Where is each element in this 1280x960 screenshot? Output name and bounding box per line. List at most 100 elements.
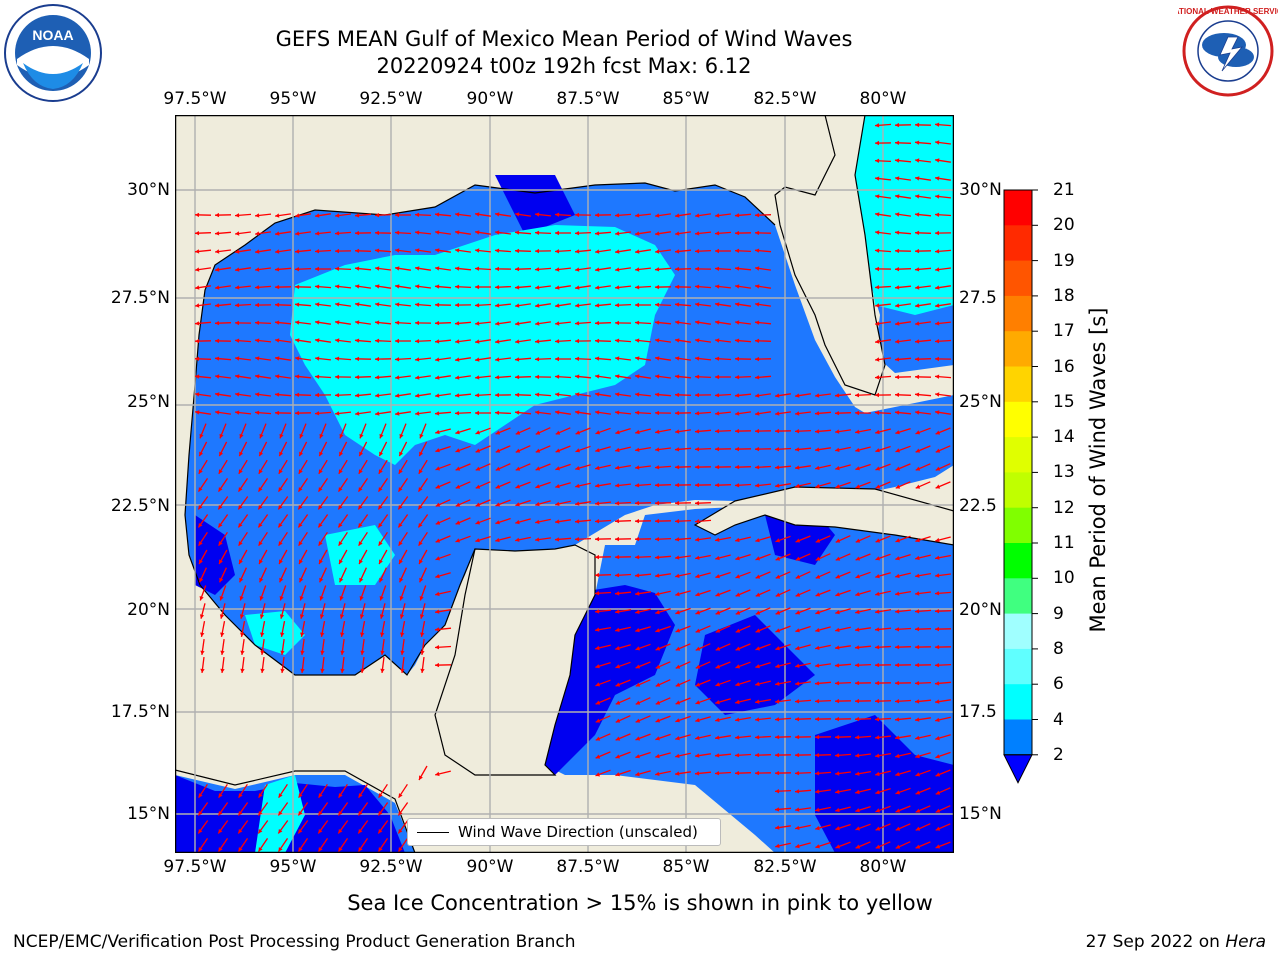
wind-wave-arrowhead (875, 627, 880, 632)
legend-line-icon (417, 832, 449, 833)
wind-wave-arrowhead (875, 698, 880, 704)
wind-wave-arrowhead (475, 357, 480, 362)
wind-wave-arrowhead (315, 249, 320, 254)
colorbar-segment (1004, 437, 1032, 473)
wind-wave-arrowhead (795, 645, 800, 651)
wind-wave-arrowhead (258, 793, 263, 798)
wind-wave-arrowhead (775, 717, 780, 722)
lon-label-top: 97.5°W (163, 89, 227, 109)
wind-wave-arrowhead (675, 753, 680, 758)
wind-wave-arrowhead (715, 266, 720, 271)
wind-wave-arrowhead (235, 231, 240, 236)
wind-wave-arrowhead (198, 829, 203, 834)
wind-wave-arrowhead (715, 356, 720, 361)
wind-wave-arrowhead (295, 374, 300, 379)
wind-wave-arrowhead (595, 718, 601, 723)
wind-wave-arrowhead (875, 123, 880, 128)
wind-wave-arrowhead (935, 555, 940, 560)
wind-wave-arrowhead (935, 808, 941, 813)
wind-wave-arrowhead (535, 501, 540, 507)
wind-wave-arrowhead (675, 664, 681, 669)
wind-wave-arrowhead (215, 212, 220, 218)
wind-wave-arrowhead (735, 411, 740, 416)
wind-wave-arrowhead (915, 357, 920, 362)
wind-wave-arrowhead (355, 320, 360, 325)
wind-wave-arrowhead (615, 573, 620, 578)
wind-wave-arrowhead (280, 632, 285, 637)
wind-wave-arrowhead (260, 668, 265, 673)
wind-wave-arrowhead (635, 646, 640, 651)
wind-wave-arrowhead (595, 609, 600, 614)
wind-wave-arrowhead (419, 614, 425, 619)
wind-wave-arrowhead (615, 338, 620, 343)
wind-wave-arrowhead (615, 285, 620, 290)
wind-wave-arrowhead (615, 754, 620, 759)
wind-wave-arrowhead (455, 393, 460, 398)
wind-wave-arrowhead (355, 302, 360, 307)
wind-wave-arrowhead (875, 645, 880, 650)
wind-wave-arrowhead (835, 447, 840, 452)
wind-wave-arrowhead (635, 302, 639, 308)
wind-wave-arrowhead (555, 356, 559, 362)
map-area[interactable] (175, 115, 954, 853)
wind-wave-arrowhead (915, 158, 920, 163)
wind-wave-arrowhead (340, 632, 345, 637)
wind-wave-arrowhead (815, 789, 820, 794)
wind-wave-arrowhead (319, 451, 324, 457)
wind-wave-arrowhead (255, 338, 260, 343)
wind-wave-arrowhead (935, 122, 940, 127)
wind-wave-arrowhead (935, 339, 940, 344)
wind-wave-arrowhead (455, 321, 460, 326)
wind-wave-arrowhead (755, 681, 760, 687)
wind-wave-arrowhead (915, 735, 920, 740)
wind-wave-arrowhead (355, 248, 360, 253)
wind-wave-arrowhead (615, 303, 620, 308)
wind-wave-arrowhead (435, 662, 440, 668)
wind-wave-arrowhead (275, 231, 280, 236)
wind-wave-arrowhead (415, 212, 420, 217)
wind-wave-arrowhead (555, 484, 560, 489)
wind-wave-arrowhead (555, 410, 560, 415)
wind-wave-arrowhead (795, 574, 801, 579)
wind-wave-arrowhead (475, 520, 480, 525)
wind-wave-arrowhead (375, 375, 380, 380)
wind-wave-arrowhead (455, 375, 460, 380)
wind-wave-arrowhead (675, 646, 681, 651)
wind-wave-arrowhead (775, 699, 780, 704)
wind-wave-arrowhead (359, 596, 364, 601)
wind-wave-arrowhead (320, 668, 325, 673)
wind-wave-arrowhead (240, 650, 245, 655)
wind-wave-arrowhead (435, 375, 440, 380)
wind-wave-arrowhead (239, 577, 244, 583)
wind-wave-arrowhead (815, 771, 820, 776)
wind-wave-arrowhead (815, 447, 820, 452)
wind-wave-arrowhead (295, 356, 300, 361)
wind-wave-arrowhead (655, 465, 660, 470)
wind-wave-arrowhead (615, 356, 620, 361)
wind-wave-arrowhead (475, 393, 480, 398)
wind-wave-arrowhead (935, 212, 940, 217)
wind-wave-arrowhead (655, 646, 661, 651)
wind-wave-arrowhead (755, 446, 760, 452)
wind-wave-arrowhead (795, 771, 800, 776)
map-title: GEFS MEAN Gulf of Mexico Mean Period of … (275, 27, 853, 51)
wind-wave-arrowhead (515, 374, 520, 380)
wind-wave-arrowhead (455, 538, 460, 543)
wind-wave-arrowhead (515, 519, 520, 525)
wind-wave-arrowhead (255, 374, 260, 379)
wind-wave-arrowhead (259, 614, 265, 619)
wind-wave-arrowhead (399, 559, 403, 564)
map-frame (175, 115, 954, 853)
lon-label-bottom: 87.5°W (556, 857, 620, 877)
wind-wave-arrowhead (555, 249, 560, 254)
wind-wave-arrowhead (535, 303, 540, 308)
wind-wave-arrowhead (695, 735, 700, 740)
wind-wave-arrowhead (335, 231, 340, 236)
wind-wave-arrowhead (215, 410, 220, 415)
wind-wave-arrowhead (755, 735, 760, 740)
wind-wave-arrows (194, 122, 952, 852)
wind-wave-arrowhead (855, 429, 860, 434)
wind-wave-arrowhead (495, 537, 500, 543)
wind-wave-arrowhead (875, 484, 881, 489)
wind-wave-arrowhead (815, 844, 820, 849)
